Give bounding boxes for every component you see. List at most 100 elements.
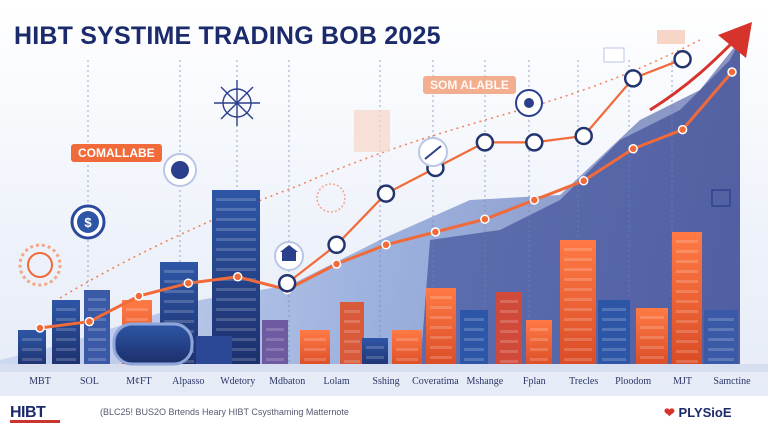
building-window-row (216, 288, 256, 291)
building-window-row (56, 308, 76, 311)
building-window-row (676, 260, 698, 263)
callout-left: COMALLABE (71, 144, 162, 162)
svg-text:$: $ (84, 215, 92, 230)
building-window-row (640, 326, 664, 329)
building-window-row (88, 298, 106, 301)
footer-brand-right-label: PLYSioE (678, 405, 732, 420)
building-window-row (56, 318, 76, 321)
footer-bar (0, 396, 768, 432)
building-window-row (266, 328, 284, 331)
trend-point (84, 316, 95, 327)
building-window-row (396, 348, 418, 351)
trend-point (134, 291, 144, 301)
building-window-row (708, 348, 734, 351)
building-window-row (602, 308, 626, 311)
brand-mark-icon: ❤ (664, 405, 675, 420)
building (340, 302, 364, 370)
x-tick-label: MBT (29, 376, 51, 387)
building-window-row (676, 300, 698, 303)
building-window-row (216, 308, 256, 311)
building-window-row (602, 328, 626, 331)
building (636, 308, 668, 370)
building-window-row (464, 358, 484, 361)
building-window-row (602, 338, 626, 341)
building-window-row (530, 358, 548, 361)
building-window-row (88, 318, 106, 321)
trend-ring-point (673, 49, 692, 69)
building-logo-icon (711, 189, 731, 207)
building-window-row (216, 338, 256, 341)
trend-ring-point (327, 235, 346, 255)
building-window-row (344, 360, 360, 363)
building (496, 292, 522, 370)
building-window-row (216, 228, 256, 231)
x-tick-label: M¢FT (126, 376, 152, 387)
building-window-row (396, 358, 418, 361)
building-window-row (216, 248, 256, 251)
x-axis: MBT SOL M¢FT Alpasso Wdetory Mdbaton Lolam Sshi… (0, 376, 768, 392)
building (704, 310, 738, 370)
building-window-row (366, 346, 384, 349)
trend-markers-primary (35, 67, 737, 333)
building-window-row (344, 320, 360, 323)
building-window-row (708, 318, 734, 321)
building-window-row (564, 258, 592, 261)
building-window-row (564, 338, 592, 341)
trend-point (578, 176, 589, 186)
building-window-row (500, 320, 518, 323)
building-window-row (216, 298, 256, 301)
building-window-row (564, 358, 592, 361)
trend-point (480, 214, 490, 224)
building-window-row (344, 310, 360, 313)
building-window-row (216, 198, 256, 201)
trend-ring-point (277, 273, 297, 293)
building-window-row (676, 290, 698, 293)
x-tick-label: Coveratima (412, 376, 459, 387)
building-window-row (676, 240, 698, 243)
building-window-row (88, 348, 106, 351)
building-window-row (126, 318, 148, 321)
building-window-row (676, 360, 698, 363)
building-window-row (164, 300, 194, 303)
building-window-row (464, 328, 484, 331)
trend-point (183, 278, 194, 288)
building-window-row (164, 270, 194, 273)
building-window-row (164, 310, 194, 313)
building-window-row (564, 268, 592, 271)
building-window-row (564, 278, 592, 281)
building-window-row (602, 318, 626, 321)
fan-icon (163, 153, 197, 187)
dollar-coin-icon: $ (70, 204, 106, 240)
building-window-row (430, 356, 452, 359)
building-window-row (500, 300, 518, 303)
trend-point (430, 227, 441, 237)
building-window-row (676, 340, 698, 343)
building-window-row (304, 338, 326, 341)
callout-middle: SOM ALABLE (423, 76, 516, 94)
x-tick-label: Samctine (713, 376, 751, 387)
building (392, 330, 422, 370)
building-window-row (266, 348, 284, 351)
building-window-row (564, 328, 592, 331)
skyline (0, 190, 768, 372)
building-window-row (344, 350, 360, 353)
x-tick-label: Sshing (372, 376, 400, 387)
x-tick-label: Trecles (569, 376, 599, 387)
trend-ring-point (475, 133, 495, 152)
trend-markers-secondary (277, 49, 692, 293)
building (526, 320, 552, 370)
building-window-row (216, 238, 256, 241)
building-window-row (676, 310, 698, 313)
building-window-row (530, 328, 548, 331)
building-window-row (676, 270, 698, 273)
building-window-row (640, 316, 664, 319)
ground-strip (0, 364, 768, 372)
building-window-row (430, 306, 452, 309)
building-window-row (216, 218, 256, 221)
trend-point (381, 240, 391, 250)
pen-icon (418, 137, 448, 167)
building-window-row (216, 208, 256, 211)
building-window-row (464, 338, 484, 341)
building-window-row (366, 356, 384, 359)
